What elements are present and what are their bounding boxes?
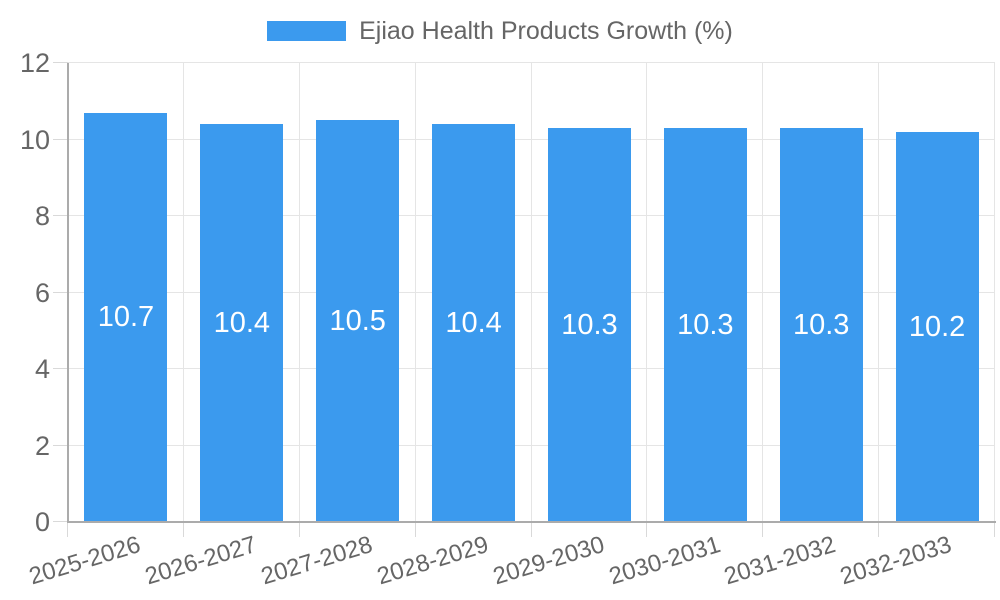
legend-label: Ejiao Health Products Growth (%) [359,16,733,45]
bar[interactable] [316,120,400,522]
x-gridline [414,63,416,522]
bar-value-label: 10.3 [561,309,618,341]
x-tick-label: 2030-2031 [605,531,724,591]
x-tick-label: 2026-2027 [142,531,260,591]
y-tick-label: 2 [34,430,50,461]
bar[interactable] [895,131,979,522]
x-gridline [646,63,648,522]
bar[interactable] [547,128,631,522]
legend-swatch [267,21,347,41]
bar-value-label: 10.2 [908,310,966,343]
y-tick-mark [53,138,68,140]
y-tick-label: 10 [19,124,50,155]
y-tick-label: 8 [34,201,50,231]
x-tick-label: 2029-2030 [489,531,608,591]
y-tick-label: 0 [34,507,50,537]
x-tick-mark [414,522,416,537]
x-axis-line [68,521,996,523]
y-gridline [68,62,995,63]
x-gridline [878,63,880,522]
y-tick-mark [53,62,68,63]
y-gridline [68,291,995,293]
bar[interactable] [779,128,863,522]
bar-value-label: 10.4 [445,307,502,340]
bar-value-label: 10.7 [97,301,155,334]
x-tick-mark [67,522,68,537]
y-tick-label: 12 [19,48,50,78]
y-gridline [68,215,995,216]
x-tick-label: 2032-2033 [837,531,955,591]
x-tick-mark [994,522,995,537]
x-tick-mark [878,522,880,537]
bar[interactable] [200,124,284,522]
y-tick-mark [53,215,68,216]
x-gridline [762,63,764,522]
y-tick-mark [53,521,68,522]
x-tick-label: 2025-2026 [26,531,144,591]
y-tick-mark [53,368,68,369]
x-gridline [530,63,532,522]
legend-item[interactable]: Ejiao Health Products Growth (%) [0,16,1000,45]
y-axis-line [67,63,69,523]
bar-value-label: 10.5 [329,305,386,338]
x-tick-label: 2027-2028 [257,531,376,591]
y-tick-label: 6 [34,277,50,308]
y-gridline [68,444,995,446]
bar-value-label: 10.3 [677,309,734,341]
x-gridline [182,63,184,522]
x-tick-mark [182,522,184,537]
x-tick-label: 2031-2032 [721,531,840,591]
y-tick-mark [53,444,68,446]
bar[interactable] [663,128,747,522]
x-tick-label: 2028-2029 [373,531,492,591]
y-tick-label: 4 [34,354,50,384]
x-gridline [994,63,995,522]
bar-value-label: 10.3 [792,309,850,341]
x-tick-mark [298,522,300,537]
bar[interactable] [84,112,168,522]
bar-value-label: 10.4 [213,307,271,340]
x-tick-mark [530,522,532,537]
bar[interactable] [432,124,516,522]
x-tick-mark [762,522,764,537]
x-gridline [298,63,300,522]
y-tick-mark [53,291,68,293]
x-tick-mark [646,522,648,537]
y-gridline [68,138,995,140]
y-gridline [68,368,995,369]
